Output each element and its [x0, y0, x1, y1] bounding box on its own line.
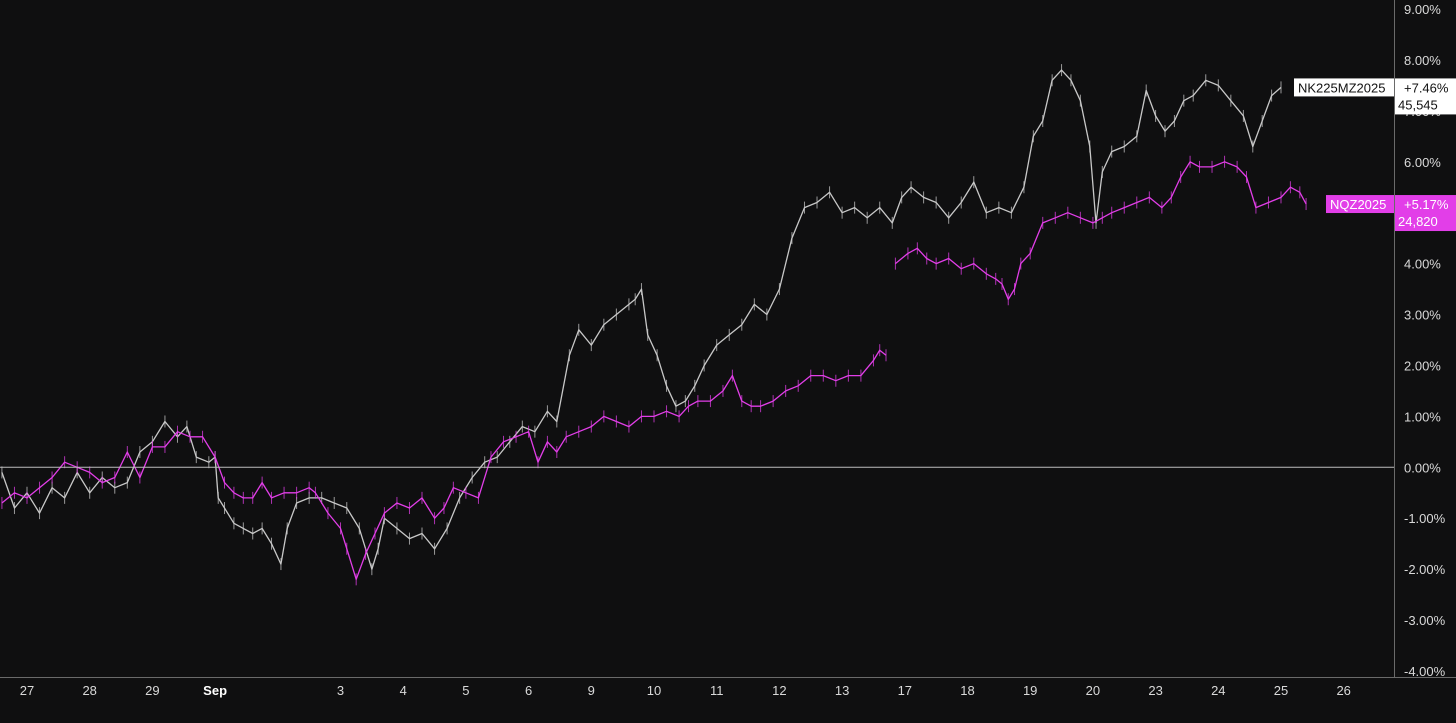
series-last-change: +7.46% — [1404, 80, 1449, 95]
y-tick-label: 8.00% — [1404, 53, 1441, 68]
x-tick-label: 17 — [898, 683, 912, 698]
x-tick-label: 29 — [145, 683, 159, 698]
x-tick-label: 4 — [400, 683, 407, 698]
x-tick-label: Sep — [203, 683, 227, 698]
series-last-price: 24,820 — [1398, 214, 1438, 229]
x-tick-label: 12 — [772, 683, 786, 698]
y-tick-label: 6.00% — [1404, 155, 1441, 170]
series-name-label: NK225MZ2025 — [1298, 80, 1385, 95]
series-name-label: NQZ2025 — [1330, 197, 1386, 212]
x-tick-label: 24 — [1211, 683, 1225, 698]
series-value-tag — [1395, 78, 1456, 115]
series-layer — [1, 64, 1307, 586]
series-value-tag — [1395, 195, 1456, 232]
x-tick-label: 26 — [1336, 683, 1350, 698]
last-price-tags: NK225MZ2025 +7.46% 45,545 NQZ2025 +5.17% 24,8… — [1294, 78, 1456, 232]
x-tick-label: 3 — [337, 683, 344, 698]
series-last-change: +5.17% — [1404, 197, 1449, 212]
x-tick-label: 27 — [20, 683, 34, 698]
x-tick-label: 25 — [1274, 683, 1288, 698]
series-line-1 — [1, 69, 1282, 570]
x-tick-label: 11 — [710, 683, 724, 698]
x-tick-label: 19 — [1023, 683, 1037, 698]
y-tick-label: 1.00% — [1404, 409, 1441, 424]
series-name-tag — [1326, 195, 1394, 214]
y-tick-label: 2.00% — [1404, 358, 1441, 373]
x-tick-label: 5 — [462, 683, 469, 698]
y-tick-label: -2.00% — [1404, 562, 1446, 577]
y-tick-label: 4.00% — [1404, 257, 1441, 272]
y-tick-label: 9.00% — [1404, 2, 1441, 17]
x-tick-label: 18 — [960, 683, 974, 698]
x-axis-ticks[interactable]: 27 28 29 Sep 3 4 5 6 9 10 11 12 13 17 18 19 20 23 24 25 26 — [20, 683, 1351, 698]
x-tick-label: 28 — [82, 683, 96, 698]
x-tick-label: 13 — [835, 683, 849, 698]
x-tick-label: 6 — [525, 683, 532, 698]
x-tick-label: 10 — [647, 683, 661, 698]
x-tick-label: 20 — [1086, 683, 1100, 698]
series-name-tag — [1294, 78, 1394, 97]
y-tick-label: -4.00% — [1404, 664, 1446, 679]
y-tick-label: 0.00% — [1404, 460, 1441, 475]
y-tick-label: 3.00% — [1404, 308, 1441, 323]
y-tick-label: -1.00% — [1404, 511, 1446, 526]
x-tick-label: 23 — [1148, 683, 1162, 698]
x-tick-label: 9 — [588, 683, 595, 698]
series-last-price: 45,545 — [1398, 97, 1438, 112]
y-tick-label: -3.00% — [1404, 613, 1446, 628]
